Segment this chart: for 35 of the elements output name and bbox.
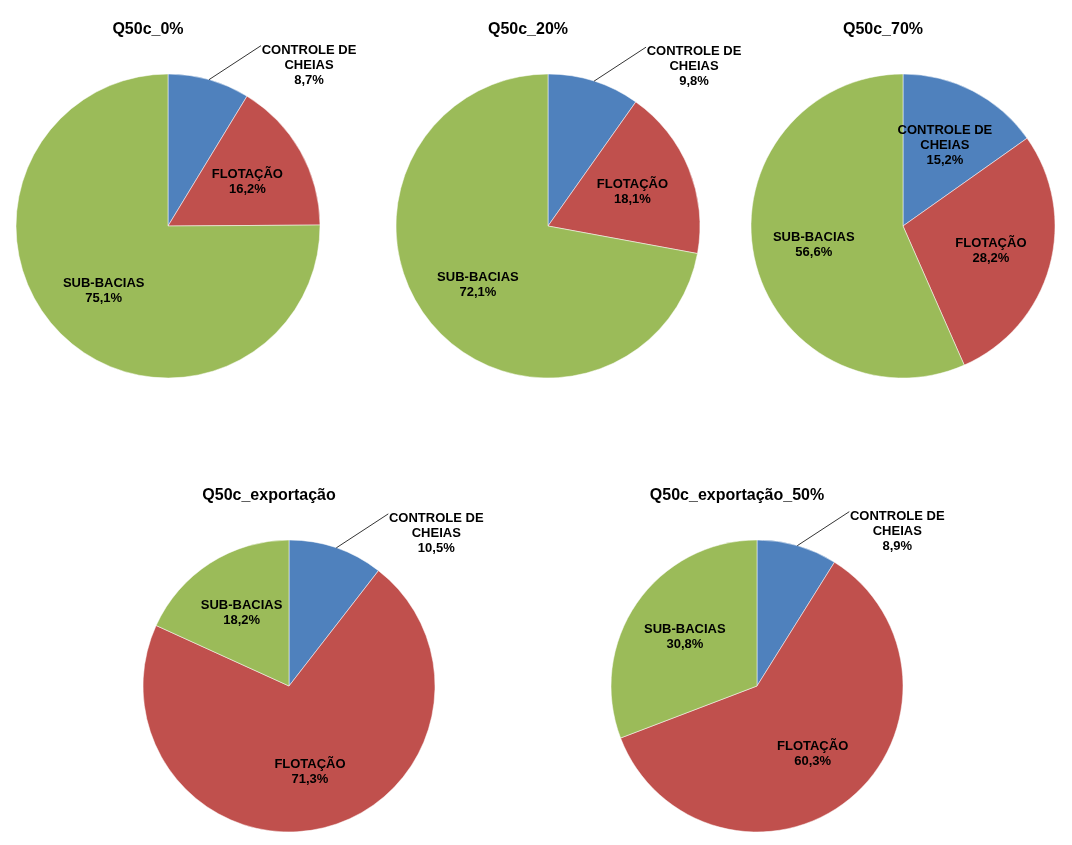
slice-label: CONTROLE DE CHEIAS xyxy=(897,122,993,152)
slice-label: CONTROLE DE CHEIAS xyxy=(646,43,742,74)
slice-label: FLOTAÇÃO xyxy=(274,755,346,771)
chart-title: Q50c_0% xyxy=(112,20,184,37)
slice-label: SUB-BACIAS xyxy=(200,596,283,612)
data-label: 75,1% xyxy=(85,290,123,306)
chart-title: Q50c_exportação_50% xyxy=(649,486,825,503)
data-label: 9,8% xyxy=(679,73,710,89)
data-label: 72,1% xyxy=(459,283,497,299)
data-label: 8,7% xyxy=(294,71,325,87)
slice-label: SUB-BACIAS xyxy=(62,275,145,291)
data-label: 10,5% xyxy=(417,539,456,555)
slice-label: CONTROLE DE CHEIAS xyxy=(388,509,484,540)
data-label: 8,9% xyxy=(882,537,913,553)
data-label: 30,8% xyxy=(666,635,704,651)
slice-label: SUB-BACIAS xyxy=(772,229,855,245)
chart-title: Q50c_exportação xyxy=(202,486,336,503)
slice-label: CONTROLE DE CHEIAS xyxy=(849,507,945,538)
slice-label: FLOTAÇÃO xyxy=(596,176,669,192)
data-label: 15,2% xyxy=(926,152,964,167)
chart-title: Q50c_70% xyxy=(842,20,924,37)
data-label: 18,1% xyxy=(614,191,652,207)
data-label: 60,3% xyxy=(794,753,832,769)
slice-label: CONTROLE DE CHEIAS xyxy=(261,41,357,72)
slice-label: FLOTAÇÃO xyxy=(955,234,1027,250)
slice-label: SUB-BACIAS xyxy=(644,620,726,636)
data-label: 28,2% xyxy=(972,249,1010,265)
data-label: 71,3% xyxy=(291,770,329,786)
slice-label: FLOTAÇÃO xyxy=(777,738,849,754)
slice-label: FLOTAÇÃO xyxy=(211,165,283,181)
data-label: 56,6% xyxy=(795,244,833,260)
slice-label: SUB-BACIAS xyxy=(437,268,520,284)
data-label: 16,2% xyxy=(228,180,267,196)
data-label: 18,2% xyxy=(223,611,261,627)
chart-title: Q50c_20% xyxy=(487,20,569,37)
